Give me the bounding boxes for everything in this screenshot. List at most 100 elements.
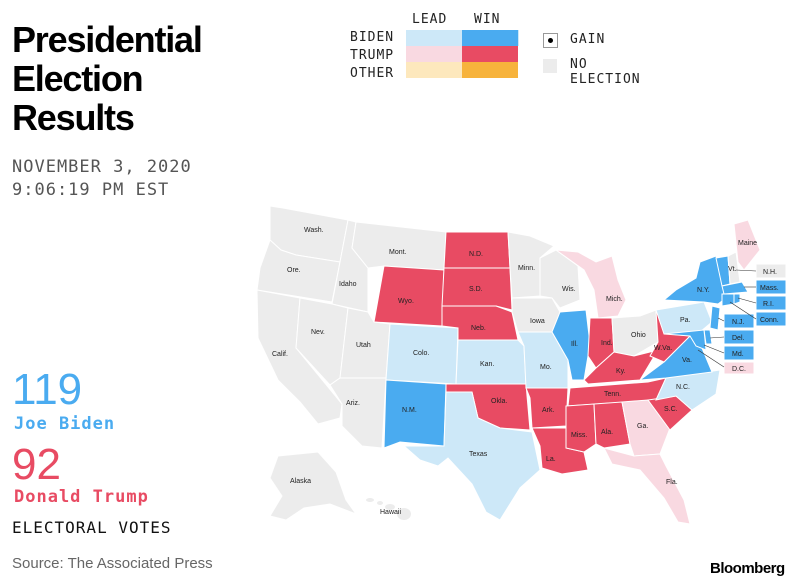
state-nm[interactable]: [383, 379, 447, 449]
legend-label-other: OTHER: [350, 66, 395, 81]
state-alaska[interactable]: [269, 451, 358, 521]
label-ark: Ark.: [542, 407, 555, 414]
page-title: Presidential Election Results: [12, 19, 203, 138]
label-mass: Mass.: [760, 285, 779, 292]
label-kan: Kan.: [480, 361, 494, 368]
label-ohio: Ohio: [631, 332, 646, 339]
legend-row-other: OTHER: [350, 66, 410, 82]
legend-win-header: WIN: [474, 12, 501, 27]
time-line: 9:06:19 PM EST: [12, 180, 170, 200]
state-ark[interactable]: [525, 387, 569, 429]
label-ala: Ala.: [601, 429, 613, 436]
state-ri[interactable]: [733, 293, 741, 305]
label-tenn: Tenn.: [604, 391, 621, 398]
legend-gain-label: GAIN: [570, 32, 606, 47]
label-colo: Colo.: [413, 350, 429, 357]
label-nh: N.H.: [763, 269, 777, 276]
label-mont: Mont.: [389, 249, 407, 256]
label-ga: Ga.: [637, 423, 648, 430]
state-wyo[interactable]: [373, 265, 445, 327]
state-md[interactable]: [663, 329, 707, 351]
label-pa: Pa.: [680, 317, 691, 324]
state-mich[interactable]: [554, 249, 627, 319]
label-ill: Ill.: [571, 341, 578, 348]
label-nev: Nev.: [311, 329, 325, 336]
biden-electoral-count: 119: [12, 365, 83, 414]
legend-row-biden: BIDEN: [350, 30, 410, 46]
no-election-swatch: [543, 59, 557, 73]
label-va: Va.: [682, 357, 692, 364]
state-ala[interactable]: [593, 401, 631, 449]
label-nc: N.C.: [676, 384, 690, 391]
state-sd[interactable]: [441, 267, 513, 311]
source-note: Source: The Associated Press: [12, 555, 213, 572]
label-minn: Minn.: [518, 265, 535, 272]
label-nd: N.D.: [469, 251, 483, 258]
label-vt: Vt.: [728, 266, 737, 273]
label-maine: Maine: [738, 240, 757, 247]
legend-swatch-other-lead: [406, 62, 462, 78]
label-idaho: Idaho: [339, 281, 357, 288]
legend-row-trump: TRUMP: [350, 48, 410, 64]
label-mich: Mich.: [606, 296, 623, 303]
label-md: Md.: [732, 351, 744, 358]
label-nj: N.J.: [732, 319, 745, 326]
label-fla: Fla.: [666, 479, 678, 486]
label-iowa: Iowa: [530, 318, 545, 325]
date-line: NOVEMBER 3, 2020: [12, 157, 192, 177]
legend-lead-header: LEAD: [412, 12, 448, 27]
state-mass[interactable]: [721, 281, 749, 295]
state-conn[interactable]: [721, 293, 735, 307]
state-maine[interactable]: [733, 219, 761, 271]
trump-name: Donald Trump: [14, 487, 149, 507]
label-mo: Mo.: [540, 364, 552, 371]
state-hawaii[interactable]: [366, 498, 411, 520]
state-fla[interactable]: [603, 447, 691, 525]
label-wva: W.Va.: [654, 345, 672, 352]
label-nm: N.M.: [402, 407, 417, 414]
label-ri: R.I.: [763, 301, 774, 308]
label-calif: Calif.: [272, 351, 288, 358]
callout-lines: [697, 269, 757, 368]
label-conn: Conn.: [760, 317, 779, 324]
state-ky[interactable]: [583, 349, 660, 385]
legend-no-election-label: NO ELECTION: [570, 57, 641, 87]
label-ny: N.Y.: [697, 287, 710, 294]
state-pa[interactable]: [655, 301, 713, 335]
label-utah: Utah: [356, 342, 371, 349]
legend-swatch-trump-lead: [406, 46, 462, 62]
state-ill[interactable]: [551, 309, 591, 381]
gain-dot-icon: [543, 33, 558, 48]
label-sd: S.D.: [469, 286, 483, 293]
brand-logo: Bloomberg: [710, 560, 785, 577]
label-wash: Wash.: [304, 227, 324, 234]
state-texas[interactable]: [402, 391, 541, 521]
label-ind: Ind.: [601, 340, 613, 347]
legend-label-biden: BIDEN: [350, 30, 395, 45]
label-okla: Okla.: [491, 398, 507, 405]
label-miss: Miss.: [571, 432, 587, 439]
label-alaska: Alaska: [290, 478, 311, 485]
state-mont[interactable]: [351, 221, 447, 271]
label-neb: Neb.: [471, 325, 486, 332]
electoral-votes-label: ELECTORAL VOTES: [12, 518, 172, 537]
state-nj[interactable]: [709, 305, 721, 331]
trump-electoral-count: 92: [12, 440, 61, 489]
legend-swatch-biden-win: [462, 30, 518, 46]
state-iowa[interactable]: [511, 297, 561, 333]
label-wis: Wis.: [562, 286, 576, 293]
legend-label-trump: TRUMP: [350, 48, 395, 63]
label-del: Del.: [732, 335, 745, 342]
legend-swatch-biden-lead: [406, 30, 462, 46]
state-ny[interactable]: [662, 255, 727, 305]
state-miss[interactable]: [565, 403, 597, 453]
label-sc: S.C.: [664, 406, 678, 413]
box-dc[interactable]: [723, 361, 755, 375]
state-nd[interactable]: [443, 231, 511, 269]
label-texas: Texas: [469, 451, 488, 458]
label-ore: Ore.: [287, 267, 301, 274]
legend-swatch-other-win: [462, 62, 518, 78]
legend-swatch-trump-win: [462, 46, 518, 62]
date-block: NOVEMBER 3, 2020 9:06:19 PM EST: [12, 156, 192, 202]
